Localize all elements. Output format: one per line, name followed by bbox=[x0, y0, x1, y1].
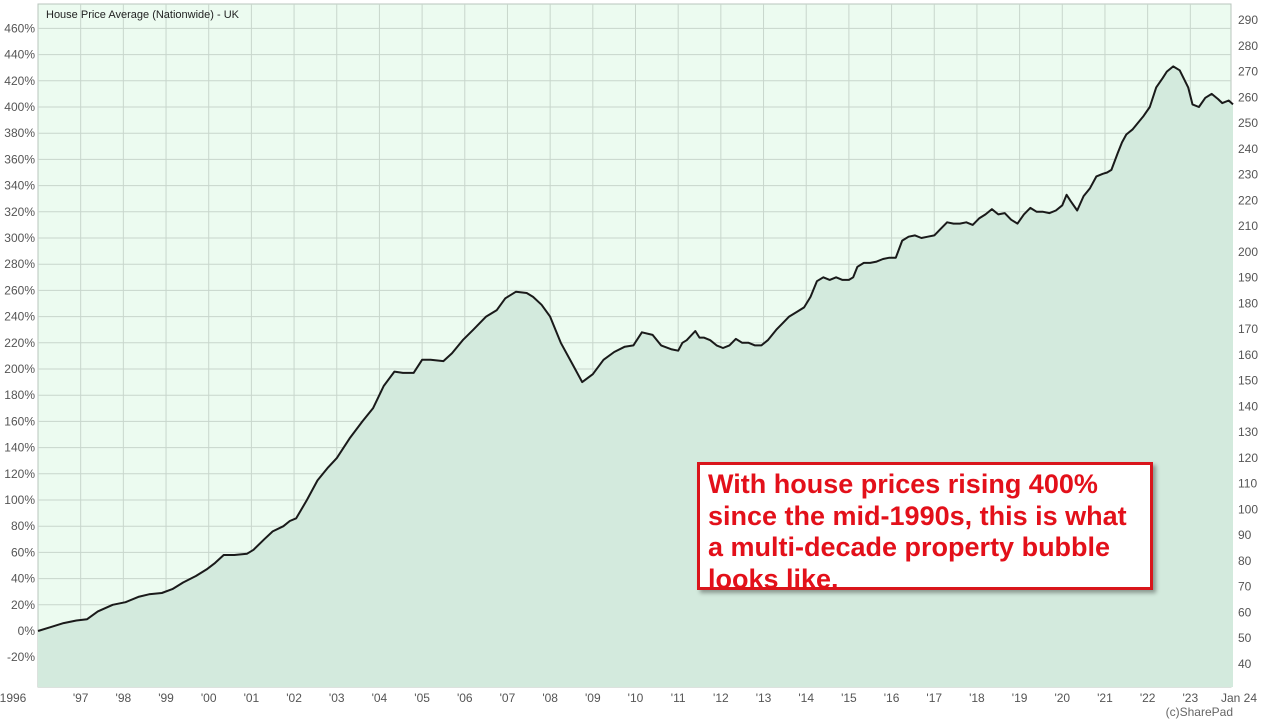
x-tick-label: '11 bbox=[671, 691, 686, 705]
right-tick-label: 120 bbox=[1238, 451, 1258, 465]
right-tick-label: 150 bbox=[1238, 374, 1258, 388]
left-tick-label: 360% bbox=[4, 152, 35, 166]
left-tick-label: 300% bbox=[4, 231, 35, 245]
right-tick-label: 290 bbox=[1238, 13, 1258, 27]
right-tick-label: 70 bbox=[1238, 580, 1252, 594]
x-tick-label: '23 bbox=[1183, 691, 1199, 705]
x-tick-label: '10 bbox=[628, 691, 644, 705]
left-tick-label: 240% bbox=[4, 310, 35, 324]
price-series-line bbox=[37, 65, 1234, 632]
left-tick-label: 460% bbox=[4, 21, 35, 35]
x-tick-label: '03 bbox=[329, 691, 345, 705]
x-tick-label: '05 bbox=[414, 691, 430, 705]
chart-credit: (c)SharePad bbox=[1166, 705, 1233, 719]
x-tick-label: '15 bbox=[841, 691, 857, 705]
right-tick-label: 260 bbox=[1238, 90, 1258, 104]
right-tick-label: 280 bbox=[1238, 39, 1258, 53]
left-tick-label: 140% bbox=[4, 441, 35, 455]
x-tick-label: 1996 bbox=[0, 691, 27, 705]
right-tick-label: 40 bbox=[1238, 657, 1252, 671]
annotation-text: With house prices rising 400% since the … bbox=[708, 469, 1127, 594]
right-tick-label: 130 bbox=[1238, 425, 1258, 439]
x-tick-label: '99 bbox=[158, 691, 174, 705]
left-tick-label: 260% bbox=[4, 283, 35, 297]
left-tick-label: 60% bbox=[11, 545, 35, 559]
x-tick-label: '06 bbox=[457, 691, 473, 705]
x-tick-label: '12 bbox=[713, 691, 729, 705]
left-tick-label: 100% bbox=[4, 493, 35, 507]
x-tick-label: '17 bbox=[926, 691, 942, 705]
left-tick-label: 340% bbox=[4, 179, 35, 193]
x-axis-labels: 1996 '97 '98 '99 '00 '01 '02 '03 '04 '05 '06 '07 '08… bbox=[0, 691, 1257, 705]
x-tick-label: '18 bbox=[969, 691, 985, 705]
left-tick-label: 180% bbox=[4, 388, 35, 402]
x-tick-label: '00 bbox=[201, 691, 217, 705]
right-tick-label: 210 bbox=[1238, 219, 1258, 233]
right-tick-label: 140 bbox=[1238, 399, 1258, 413]
right-tick-label: 60 bbox=[1238, 605, 1252, 619]
x-tick-label: '07 bbox=[500, 691, 516, 705]
left-axis-labels: 460% 440% 420% 400% 380% 360% 340% 320% 300% 280%… bbox=[4, 21, 35, 664]
right-tick-label: 240 bbox=[1238, 142, 1258, 156]
left-tick-label: 440% bbox=[4, 48, 35, 62]
right-tick-label: 160 bbox=[1238, 348, 1258, 362]
right-tick-label: 180 bbox=[1238, 296, 1258, 310]
left-tick-label: 40% bbox=[11, 572, 35, 586]
x-tick-label: Jan 24 bbox=[1221, 691, 1257, 705]
right-tick-label: 270 bbox=[1238, 65, 1258, 79]
x-tick-label: '98 bbox=[116, 691, 132, 705]
right-tick-label: 190 bbox=[1238, 271, 1258, 285]
left-tick-label: 400% bbox=[4, 100, 35, 114]
right-tick-label: 100 bbox=[1238, 502, 1258, 516]
x-tick-label: '04 bbox=[372, 691, 388, 705]
chart-title: House Price Average (Nationwide) - UK bbox=[46, 9, 240, 21]
right-tick-label: 90 bbox=[1238, 528, 1252, 542]
left-tick-label: 320% bbox=[4, 205, 35, 219]
right-tick-label: 110 bbox=[1238, 477, 1257, 491]
right-axis-labels: 290 280 270 260 250 240 230 220 210 200 190 180 170 1… bbox=[1238, 13, 1258, 671]
left-tick-label: 200% bbox=[4, 362, 35, 376]
x-tick-label: '13 bbox=[756, 691, 772, 705]
left-tick-label: -20% bbox=[7, 650, 35, 664]
annotation-box: With house prices rising 400% since the … bbox=[697, 462, 1153, 594]
left-tick-label: 380% bbox=[4, 126, 35, 140]
line-layer bbox=[37, 65, 1234, 632]
left-tick-label: 420% bbox=[4, 74, 35, 88]
x-tick-label: '21 bbox=[1097, 691, 1113, 705]
right-tick-label: 220 bbox=[1238, 193, 1258, 207]
right-tick-label: 80 bbox=[1238, 554, 1252, 568]
x-tick-label: '14 bbox=[798, 691, 814, 705]
left-tick-label: 20% bbox=[11, 598, 35, 612]
x-tick-label: '08 bbox=[542, 691, 558, 705]
right-tick-label: 200 bbox=[1238, 245, 1258, 259]
left-tick-label: 160% bbox=[4, 414, 35, 428]
left-tick-label: 120% bbox=[4, 467, 35, 481]
right-tick-label: 250 bbox=[1238, 116, 1258, 130]
x-tick-label: '02 bbox=[286, 691, 302, 705]
left-tick-label: 280% bbox=[4, 257, 35, 271]
right-tick-label: 230 bbox=[1238, 168, 1258, 182]
right-tick-label: 50 bbox=[1238, 631, 1252, 645]
x-tick-label: '19 bbox=[1012, 691, 1028, 705]
left-tick-label: 80% bbox=[11, 519, 35, 533]
left-tick-label: 0% bbox=[18, 624, 36, 638]
right-tick-label: 170 bbox=[1238, 322, 1258, 336]
x-tick-label: '97 bbox=[73, 691, 89, 705]
x-tick-label: '16 bbox=[884, 691, 900, 705]
x-tick-label: '20 bbox=[1054, 691, 1070, 705]
left-tick-label: 220% bbox=[4, 336, 35, 350]
x-tick-label: '09 bbox=[585, 691, 601, 705]
x-tick-label: '01 bbox=[244, 691, 260, 705]
x-tick-label: '22 bbox=[1140, 691, 1156, 705]
